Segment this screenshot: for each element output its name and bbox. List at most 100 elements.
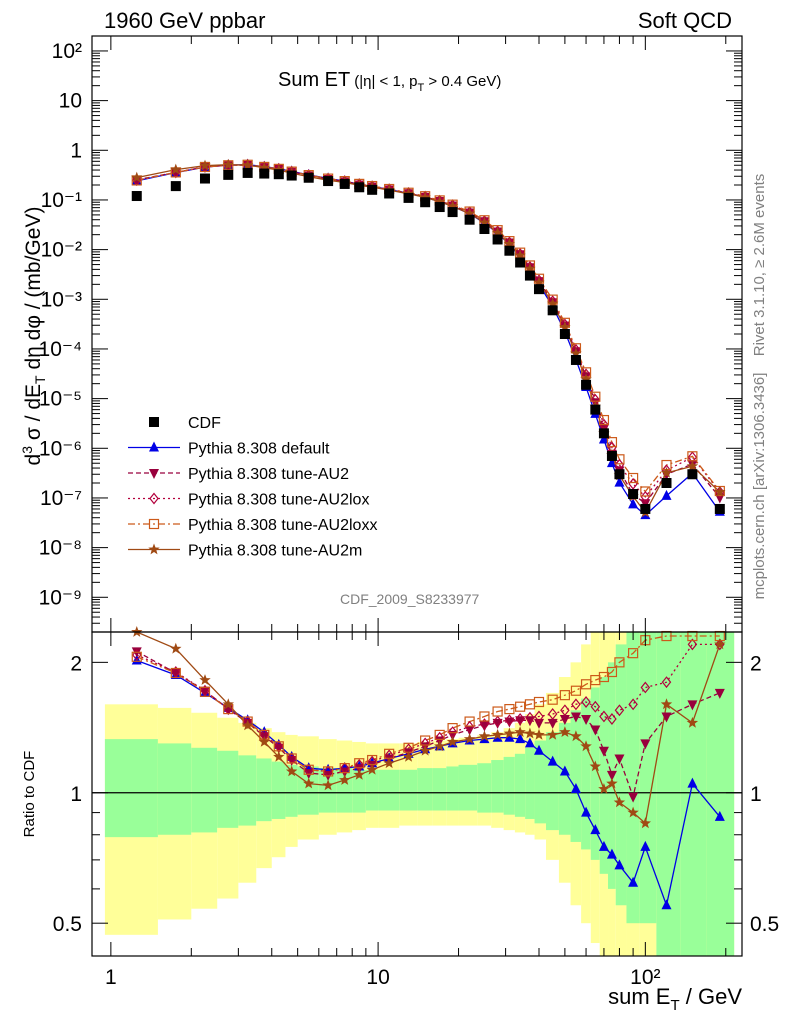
ratio-point-AU2loxx — [570, 685, 582, 696]
main-line-default — [136, 163, 721, 517]
legend-marker-AU2lox — [149, 492, 159, 505]
ratio-point-AU2loxx — [614, 657, 625, 668]
main-point-AU2m — [514, 249, 526, 261]
band-green — [558, 722, 571, 835]
ratio-point-AU2 — [570, 712, 581, 723]
ratio-point-AU2m — [598, 783, 610, 794]
ratio-point-AU2lox — [590, 700, 601, 713]
ratio-point-AU2m — [273, 750, 285, 762]
ratio-point-AU2 — [714, 688, 725, 699]
y-tick-label: 10⁻⁶ — [39, 437, 82, 460]
main-point-AU2m — [241, 159, 254, 171]
y-tick-label: 10⁻¹ — [41, 189, 82, 212]
ratio-point-AU2lox — [515, 713, 525, 725]
ratio-point-AU2loxx — [479, 711, 490, 722]
ratio-point-AU2m — [258, 736, 270, 747]
ratio-point-AU2 — [504, 717, 515, 728]
ratio-point-AU2m — [170, 642, 182, 654]
ratio-point-default — [628, 876, 639, 887]
ratio-y-tick-label-right: 0.5 — [750, 913, 779, 936]
ratio-point-AU2m — [491, 728, 504, 740]
main-point-AU2m — [491, 226, 504, 238]
main-point-CDF — [223, 169, 234, 180]
ratio-point-AU2loxx — [492, 706, 503, 717]
band-green — [365, 769, 379, 811]
ratio-point-AU2lox — [504, 714, 515, 727]
main-point-CDF — [131, 191, 142, 202]
main-point-CDF — [286, 170, 297, 181]
ratio-point-AU2lox — [131, 649, 142, 661]
ratio-point-AU2 — [606, 770, 617, 781]
band-green — [706, 632, 735, 956]
main-point-CDF — [242, 167, 253, 178]
ratio-point-AU2m — [446, 736, 459, 747]
ratio-y-tick-label-left: 2 — [70, 652, 82, 675]
ratio-point-default — [524, 737, 535, 748]
ratio-point-default — [714, 810, 725, 821]
main-point-CDF — [323, 176, 334, 187]
ratio-point-AU2m — [686, 716, 699, 728]
legend-label-AU2lox: Pythia 8.308 tune-AU2lox — [188, 492, 369, 509]
legend-label-AU2loxx: Pythia 8.308 tune-AU2loxx — [188, 517, 377, 534]
ratio-point-AU2loxx — [504, 703, 515, 715]
tick-labels: 1 10 10² 10² 10 1 10⁻¹ 10⁻² 10⁻³ 10⁻⁴ 10⁻⁵ 10⁻⁶ 10⁻⁷… — [39, 40, 780, 989]
ratio-point-AU2 — [590, 725, 601, 736]
main-series-lines — [136, 163, 721, 517]
axis-ticks — [92, 35, 742, 956]
main-point-AU2loxx — [598, 414, 610, 426]
main-point-AU2m — [478, 216, 491, 228]
main-point-CDF — [687, 469, 698, 480]
ratio-point-AU2 — [687, 700, 698, 711]
ratio-point-AU2loxx — [323, 766, 334, 777]
main-point-CDF — [354, 182, 365, 193]
y-tick-label: 10 — [59, 90, 82, 113]
ratio-point-AU2m — [580, 740, 592, 752]
ratio-point-AU2loxx — [273, 741, 284, 752]
y-tick-label: 10² — [52, 40, 82, 63]
ratio-point-AU2loxx — [547, 694, 558, 705]
main-point-default — [614, 476, 625, 487]
band-green — [432, 768, 447, 811]
main-point-CDF — [447, 207, 458, 218]
y-tick-label: 10⁻² — [41, 239, 82, 262]
ratio-point-AU2m — [353, 768, 365, 780]
y-tick-label: 10⁻³ — [41, 288, 82, 311]
watermark: CDF_2009_S8233977 — [340, 591, 480, 607]
band-green — [318, 768, 337, 813]
ratio-y-tick-label-right: 1 — [750, 783, 762, 806]
ratio-point-AU2 — [479, 721, 490, 732]
ratio-point-AU2loxx — [515, 701, 526, 712]
ratio-series-markers — [131, 626, 726, 910]
main-point-AU2loxx — [628, 472, 639, 484]
ratio-point-AU2m — [606, 777, 618, 789]
ratio-point-default — [515, 733, 526, 744]
main-point-AU2m — [170, 163, 182, 175]
main-point-default — [598, 433, 609, 444]
band-green — [680, 632, 707, 956]
ratio-point-AU2loxx — [464, 716, 475, 727]
legend-marker-default — [149, 441, 159, 452]
main-point-AU2m — [503, 237, 516, 249]
band-green — [503, 756, 515, 815]
band-green — [256, 758, 272, 822]
main-point-AU2m — [199, 159, 211, 171]
ratio-frame — [91, 631, 743, 957]
svg-text:d3 σ / dET dη dφ / (mb/GeV): d3 σ / dET dη dφ / (mb/GeV) — [19, 207, 48, 466]
ratio-point-AU2lox — [534, 710, 544, 723]
main-point-CDF — [524, 270, 535, 281]
main-point-CDF — [464, 214, 475, 225]
ratio-point-AU2lox — [599, 710, 609, 723]
ratio-point-AU2m — [503, 727, 516, 739]
legend-label-AU2: Pythia 8.308 tune-AU2 — [188, 466, 349, 483]
ratio-point-AU2m — [383, 757, 395, 769]
main-point-CDF — [492, 234, 503, 245]
ratio-point-default — [504, 731, 515, 742]
main-point-CDF — [384, 188, 395, 199]
ratio-point-AU2m — [533, 728, 545, 740]
rivet-version: Rivet 3.1.10, ≥ 2.6M events — [751, 174, 768, 357]
main-point-CDF — [581, 379, 592, 390]
main-point-AU2lox — [640, 490, 651, 503]
y-tick-label: 10⁻⁸ — [39, 537, 82, 560]
ratio-point-AU2 — [614, 754, 625, 765]
main-point-CDF — [515, 257, 526, 268]
